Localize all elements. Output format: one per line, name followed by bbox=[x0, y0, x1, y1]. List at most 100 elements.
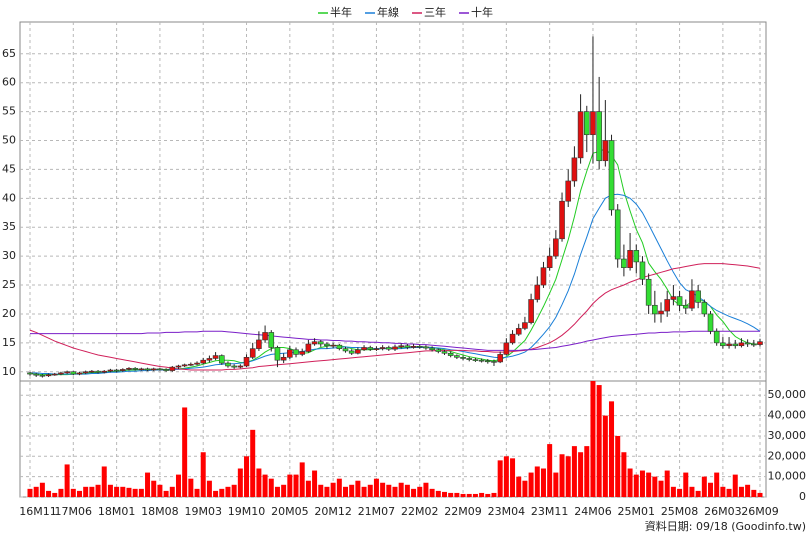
volume-bar bbox=[349, 484, 355, 497]
candle-body bbox=[435, 349, 442, 352]
candle-body bbox=[676, 296, 683, 306]
volume-bar bbox=[33, 486, 39, 497]
candle-body bbox=[602, 140, 609, 162]
volume-bar bbox=[76, 490, 82, 497]
candle-body bbox=[410, 346, 417, 348]
candle-body bbox=[701, 302, 708, 315]
candle-body bbox=[559, 200, 565, 240]
x-tick-label: 25M01 bbox=[618, 505, 656, 518]
volume-bar bbox=[510, 458, 516, 497]
volume-bar bbox=[64, 464, 70, 497]
volume-bar bbox=[373, 478, 379, 497]
candle-body bbox=[132, 367, 138, 370]
y2-tick-label: 30,000 bbox=[768, 429, 807, 442]
volume-bar bbox=[287, 474, 293, 497]
volume-bar bbox=[472, 493, 478, 497]
candle-body bbox=[268, 332, 275, 348]
volume-bar bbox=[540, 468, 546, 497]
footer: 資料日期: 09/18 (Goodinfo.tw) bbox=[645, 519, 806, 533]
candle-body bbox=[348, 350, 355, 354]
volume-bar bbox=[361, 486, 367, 497]
volume-bar bbox=[274, 486, 280, 497]
volume-bar bbox=[281, 484, 287, 497]
volume-bar bbox=[58, 488, 64, 497]
volume-bar bbox=[701, 476, 707, 497]
candle-body bbox=[157, 368, 163, 371]
x-tick-label: 19M03 bbox=[184, 505, 222, 518]
volume-bar bbox=[559, 454, 565, 497]
candle-body bbox=[107, 369, 114, 372]
volume-bar bbox=[652, 476, 658, 497]
volume-bar bbox=[145, 472, 151, 497]
candle-body bbox=[583, 111, 590, 136]
candle-body bbox=[565, 180, 572, 202]
volume-bar bbox=[324, 486, 330, 497]
candle-body bbox=[256, 339, 262, 349]
volume-bar bbox=[392, 486, 398, 497]
volume-bar bbox=[534, 466, 540, 497]
y-tick-label: 60 bbox=[2, 76, 16, 89]
candle-body bbox=[720, 342, 726, 347]
candle-body bbox=[491, 361, 497, 363]
volume-bar bbox=[621, 452, 627, 497]
y-tick-label: 10 bbox=[2, 365, 16, 378]
volume-bar bbox=[695, 490, 701, 497]
volume-bar bbox=[745, 484, 751, 497]
volume-bar bbox=[46, 490, 52, 497]
candle-body bbox=[299, 351, 306, 355]
volume-bar bbox=[503, 456, 509, 497]
candle-body bbox=[429, 347, 435, 351]
candle-body bbox=[652, 304, 658, 315]
candle-body bbox=[361, 347, 367, 351]
volume-bar bbox=[237, 468, 243, 497]
volume-bar bbox=[318, 484, 324, 497]
x-tick-label: 22M09 bbox=[444, 505, 482, 518]
candle-body bbox=[169, 366, 176, 371]
volume-bar bbox=[602, 415, 608, 497]
candle-body bbox=[757, 341, 763, 345]
candle-body bbox=[614, 209, 621, 260]
volume-bar bbox=[732, 474, 738, 497]
x-tick-label: 26M03 bbox=[704, 505, 742, 518]
candle-body bbox=[460, 356, 466, 359]
volume-bar bbox=[250, 429, 256, 497]
candle-body bbox=[249, 348, 256, 358]
volume-bar bbox=[633, 474, 639, 497]
candle-body bbox=[522, 322, 528, 329]
volume-bar bbox=[683, 472, 689, 497]
volume-bar bbox=[578, 452, 584, 497]
volume-bar bbox=[299, 462, 305, 497]
volume-bar bbox=[460, 493, 466, 497]
legend-label: 年線 bbox=[377, 5, 399, 19]
volume-bar bbox=[670, 486, 676, 497]
x-tick-label: 18M08 bbox=[141, 505, 179, 518]
y-tick-label: 30 bbox=[2, 249, 16, 262]
volume-bar bbox=[231, 484, 237, 497]
volume-bar bbox=[52, 492, 58, 497]
candle-body bbox=[138, 368, 145, 371]
candle-body bbox=[262, 332, 268, 341]
volume-bar bbox=[708, 482, 714, 497]
volume-bar bbox=[479, 492, 485, 497]
volume-bar bbox=[528, 472, 534, 497]
candle-body bbox=[293, 349, 299, 355]
y-tick-label: 25 bbox=[2, 278, 16, 291]
price-panel bbox=[19, 21, 767, 382]
volume-bar bbox=[213, 490, 219, 497]
y2-tick-label: 40,000 bbox=[768, 409, 807, 422]
candle-body bbox=[744, 342, 751, 345]
candle-body bbox=[64, 371, 70, 374]
volume-bar bbox=[182, 407, 188, 497]
x-tick-label: 23M11 bbox=[531, 505, 569, 518]
volume-bar bbox=[256, 468, 262, 497]
x-tick-label: 23M04 bbox=[488, 505, 526, 518]
candle-body bbox=[206, 358, 213, 361]
candle-body bbox=[305, 343, 312, 352]
volume-bar bbox=[664, 470, 670, 497]
candle-body bbox=[577, 111, 584, 159]
volume-bar bbox=[83, 486, 89, 497]
volume-bar bbox=[726, 488, 732, 497]
volume-bar bbox=[293, 474, 299, 497]
candle-body bbox=[355, 349, 361, 354]
